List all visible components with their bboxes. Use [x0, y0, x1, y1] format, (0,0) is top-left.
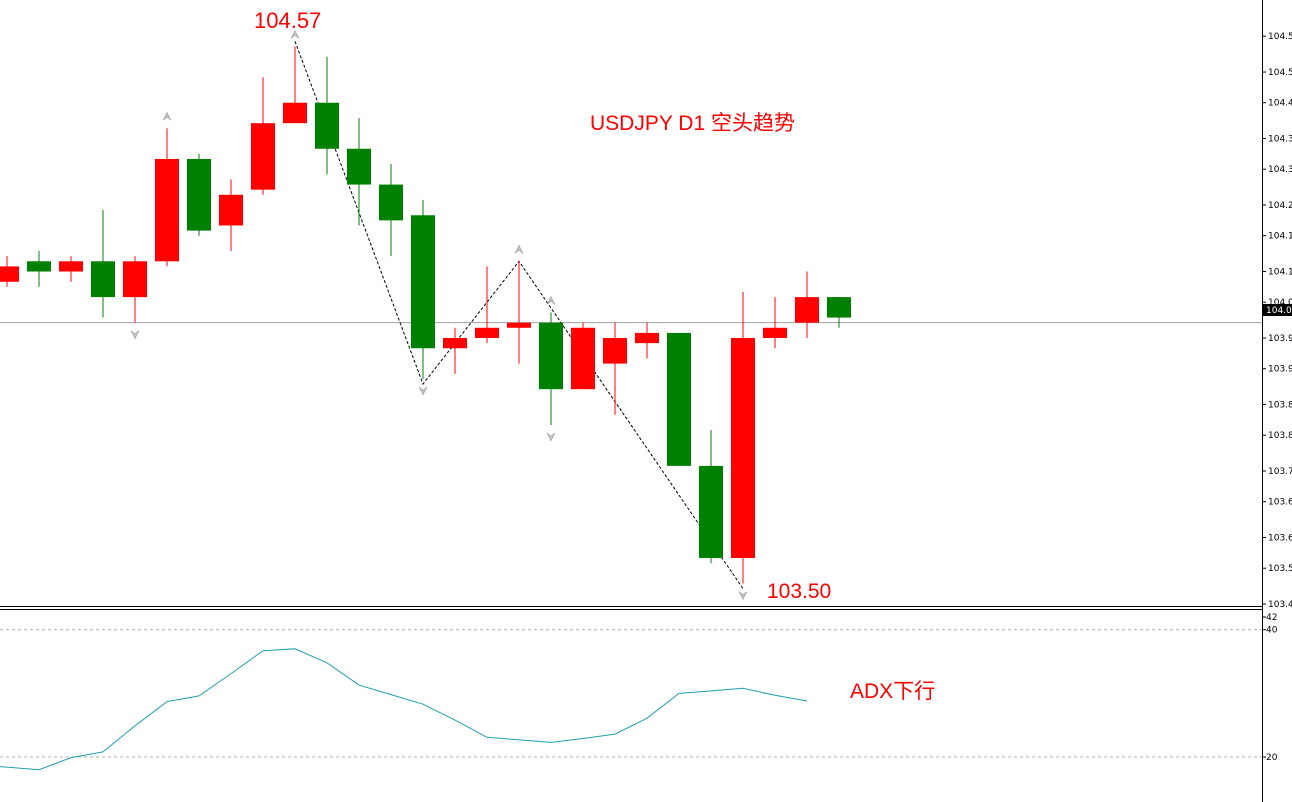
y-tick-label: 103.73	[1268, 467, 1292, 477]
y-tick-label: 104.51	[1268, 68, 1292, 78]
candle	[59, 256, 83, 282]
adx-annotation: ADX下行	[850, 680, 935, 703]
candle-body	[699, 465, 723, 558]
candle	[187, 153, 211, 236]
candle	[571, 322, 595, 390]
high-annotation: 104.57	[254, 8, 321, 33]
candle-body	[507, 322, 531, 328]
candle	[123, 256, 147, 323]
candle-body	[603, 338, 627, 364]
candle-body	[27, 261, 51, 272]
candle-body	[379, 184, 403, 221]
y-tick-label: 104.58	[1268, 32, 1292, 42]
price-panel: USDJPY D1 空头趋势 104.57 103.50	[0, 8, 1262, 603]
candle-body	[635, 332, 659, 344]
candle-body	[475, 327, 499, 339]
y-tick-label: 103.67	[1268, 498, 1292, 508]
y-tick-label: 104.25	[1268, 201, 1292, 211]
y-tick-label: 103.99	[1268, 334, 1292, 344]
candle	[155, 128, 179, 267]
candle	[27, 251, 51, 287]
candle-body	[571, 327, 595, 390]
candle	[795, 271, 819, 339]
candles-layer	[0, 46, 851, 584]
candle-body	[347, 148, 371, 185]
y-tick-label: 103.86	[1268, 401, 1292, 411]
y-tick-label: 103.93	[1268, 365, 1292, 375]
candle-body	[731, 338, 755, 558]
fractals-layer	[130, 29, 748, 601]
candle-body	[155, 158, 179, 262]
fractal-up-arrow	[514, 244, 524, 254]
candle	[603, 322, 627, 415]
candle-body	[763, 327, 787, 339]
candle	[347, 118, 371, 226]
y-tick-label: 104.38	[1268, 135, 1292, 145]
adx-tick-label: 42	[1266, 613, 1277, 623]
fractal-down-arrow	[738, 591, 748, 601]
candle	[251, 77, 275, 195]
candle	[731, 291, 755, 584]
candle	[635, 322, 659, 359]
candle-body	[539, 322, 563, 390]
candle-body	[187, 158, 211, 231]
current-price-marker	[1263, 304, 1292, 316]
fractal-up-arrow	[290, 29, 300, 39]
y-tick-label: 103.80	[1268, 431, 1292, 441]
candle-body	[0, 266, 19, 282]
y-tick-label: 103.54	[1268, 564, 1292, 574]
candle	[379, 164, 403, 257]
candle-body	[827, 297, 851, 318]
candle	[443, 327, 467, 374]
y-tick-label: 104.12	[1268, 268, 1292, 278]
y-tick-label: 104.32	[1268, 165, 1292, 175]
candle	[539, 312, 563, 425]
candle	[827, 297, 851, 328]
y-tick-label: 103.47	[1268, 600, 1292, 610]
candle	[283, 46, 307, 124]
low-annotation: 103.50	[767, 580, 831, 603]
y-tick-label: 104.19	[1268, 232, 1292, 242]
adx-panel: ADX下行	[0, 629, 1262, 771]
adx-line	[0, 648, 808, 771]
fractal-down-arrow	[418, 386, 428, 396]
adx-level-layer	[0, 629, 1262, 758]
adx-tick-label: 40	[1266, 626, 1278, 636]
candle	[475, 266, 499, 344]
fractal-up-arrow	[162, 111, 172, 121]
chart-title: USDJPY D1 空头趋势	[590, 112, 795, 135]
candle-body	[411, 215, 435, 349]
current-price-label: 104.0	[1266, 306, 1292, 316]
adx-tick-label: 20	[1266, 753, 1278, 763]
y-tick-label: 103.60	[1268, 534, 1292, 544]
candle-body	[795, 297, 819, 323]
candle	[0, 256, 19, 287]
candle-body	[443, 338, 467, 349]
candle-body	[315, 102, 339, 149]
candle-body	[219, 194, 243, 226]
candle-body	[283, 102, 307, 124]
price-axis: 104.58 104.51 104.45 104.38 104.32 104.25 104.…	[1262, 0, 1292, 802]
candle	[507, 261, 531, 364]
y-tick-label: 104.45	[1268, 99, 1292, 109]
fractal-down-arrow	[546, 432, 556, 442]
candle	[763, 297, 787, 349]
candle-body	[123, 261, 147, 298]
candle	[667, 332, 691, 466]
fractal-down-arrow	[130, 330, 140, 340]
candle-body	[251, 123, 275, 190]
candle	[91, 210, 115, 318]
y-tick-label: 104.06	[1268, 298, 1292, 308]
candle	[315, 56, 339, 175]
candle	[219, 179, 243, 252]
candle-body	[59, 261, 83, 272]
candle	[699, 430, 723, 564]
fractal-up-arrow	[546, 295, 556, 305]
candle	[411, 199, 435, 379]
candle-body	[91, 261, 115, 298]
candle-body	[667, 332, 691, 466]
